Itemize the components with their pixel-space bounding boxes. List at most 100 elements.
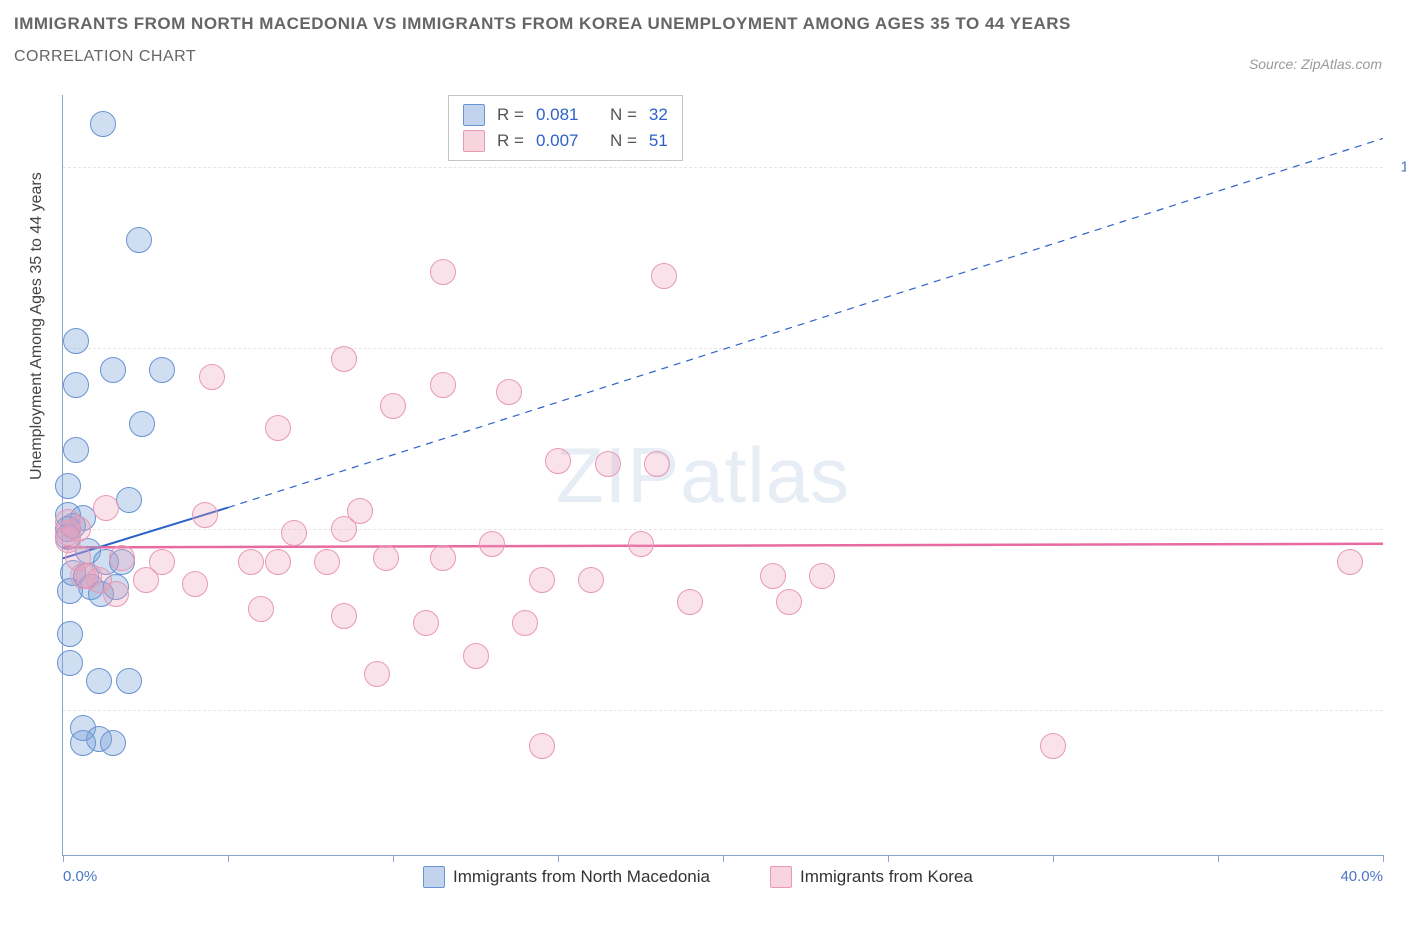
data-point — [100, 357, 126, 383]
gridline — [63, 167, 1383, 168]
data-point — [57, 650, 83, 676]
source-attribution: Source: ZipAtlas.com — [1249, 56, 1382, 72]
data-point — [126, 227, 152, 253]
legend-stat-row: R = 0.007 N = 51 — [463, 128, 668, 154]
data-point — [578, 567, 604, 593]
data-point — [129, 411, 155, 437]
data-point — [760, 563, 786, 589]
data-point — [373, 545, 399, 571]
data-point — [380, 393, 406, 419]
data-point — [776, 589, 802, 615]
data-point — [63, 372, 89, 398]
r-value: 0.081 — [536, 105, 592, 125]
r-label: R = — [497, 131, 524, 151]
data-point — [116, 487, 142, 513]
data-point — [463, 643, 489, 669]
x-tick — [558, 855, 559, 862]
x-tick — [393, 855, 394, 862]
data-point — [413, 610, 439, 636]
data-point — [479, 531, 505, 557]
legend-series-label: Immigrants from North Macedonia — [453, 867, 710, 887]
legend-series-label: Immigrants from Korea — [800, 867, 973, 887]
x-tick — [1383, 855, 1384, 862]
data-point — [248, 596, 274, 622]
data-point — [1040, 733, 1066, 759]
legend-series: Immigrants from North Macedonia Immigrant… — [423, 866, 973, 888]
x-tick — [228, 855, 229, 862]
data-point — [63, 437, 89, 463]
gridline — [63, 710, 1383, 711]
data-point — [512, 610, 538, 636]
gridline — [63, 529, 1383, 530]
data-point — [545, 448, 571, 474]
data-point — [331, 516, 357, 542]
data-point — [90, 111, 116, 137]
data-point — [192, 502, 218, 528]
x-tick — [723, 855, 724, 862]
data-point — [595, 451, 621, 477]
x-tick — [1053, 855, 1054, 862]
legend-stat-row: R = 0.081 N = 32 — [463, 102, 668, 128]
data-point — [496, 379, 522, 405]
n-label: N = — [610, 105, 637, 125]
legend-swatch — [770, 866, 792, 888]
x-tick — [63, 855, 64, 862]
data-point — [430, 259, 456, 285]
data-point — [651, 263, 677, 289]
legend-stats: R = 0.081 N = 32 R = 0.007 N = 51 — [448, 95, 683, 161]
data-point — [677, 589, 703, 615]
gridline — [63, 348, 1383, 349]
data-point — [70, 730, 96, 756]
data-point — [628, 531, 654, 557]
watermark: ZIPatlas — [556, 430, 850, 521]
n-label: N = — [610, 131, 637, 151]
legend-swatch — [463, 130, 485, 152]
x-tick-label: 40.0% — [1340, 868, 1383, 885]
data-point — [86, 668, 112, 694]
r-value: 0.007 — [536, 131, 592, 151]
data-point — [100, 730, 126, 756]
data-point — [331, 603, 357, 629]
data-point — [103, 581, 129, 607]
data-point — [809, 563, 835, 589]
data-point — [314, 549, 340, 575]
data-point — [281, 520, 307, 546]
chart-subtitle: CORRELATION CHART — [14, 48, 1406, 66]
data-point — [430, 545, 456, 571]
legend-series-item: Immigrants from North Macedonia — [423, 866, 710, 888]
data-point — [1337, 549, 1363, 575]
data-point — [364, 661, 390, 687]
data-point — [133, 567, 159, 593]
data-point — [265, 549, 291, 575]
data-point — [238, 549, 264, 575]
x-tick — [1218, 855, 1219, 862]
y-axis-label: Unemployment Among Ages 35 to 44 years — [28, 172, 46, 480]
data-point — [93, 495, 119, 521]
n-value: 51 — [649, 131, 668, 151]
data-point — [116, 668, 142, 694]
data-point — [644, 451, 670, 477]
legend-series-item: Immigrants from Korea — [770, 866, 973, 888]
data-point — [529, 567, 555, 593]
legend-swatch — [463, 104, 485, 126]
data-point — [57, 621, 83, 647]
data-point — [109, 545, 135, 571]
data-point — [265, 415, 291, 441]
chart-title: IMMIGRANTS FROM NORTH MACEDONIA VS IMMIG… — [14, 14, 1406, 34]
data-point — [182, 571, 208, 597]
data-point — [529, 733, 555, 759]
n-value: 32 — [649, 105, 668, 125]
chart-title-block: IMMIGRANTS FROM NORTH MACEDONIA VS IMMIG… — [0, 0, 1406, 66]
r-label: R = — [497, 105, 524, 125]
x-tick-label: 0.0% — [63, 868, 97, 885]
data-point — [331, 346, 357, 372]
legend-swatch — [423, 866, 445, 888]
data-point — [65, 516, 91, 542]
data-point — [63, 328, 89, 354]
y-tick-label: 10.0% — [1400, 159, 1406, 176]
data-point — [55, 473, 81, 499]
data-point — [149, 357, 175, 383]
x-tick — [888, 855, 889, 862]
data-point — [430, 372, 456, 398]
data-point — [199, 364, 225, 390]
